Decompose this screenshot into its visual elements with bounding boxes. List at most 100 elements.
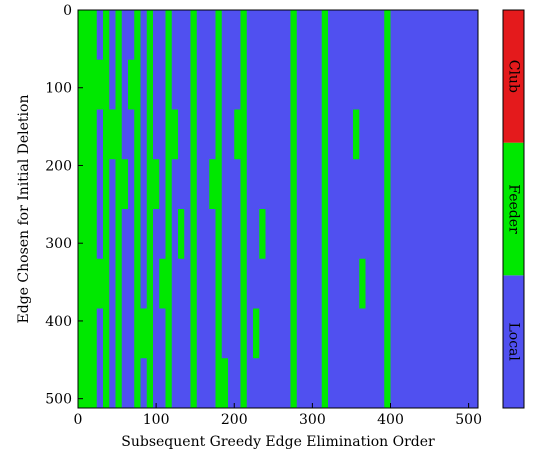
heatmap-cell — [296, 109, 304, 160]
colorbar-label: Local — [506, 322, 522, 361]
heatmap-cell — [465, 159, 473, 210]
heatmap-cell — [134, 159, 141, 210]
heatmap-cell — [84, 159, 91, 210]
heatmap-cell — [446, 59, 454, 110]
heatmap-cell — [415, 209, 423, 260]
heatmap-cell — [409, 258, 416, 309]
heatmap-cell — [328, 258, 335, 309]
heatmap-cell — [78, 109, 85, 160]
heatmap-cell — [384, 209, 391, 260]
heatmap-cell — [153, 258, 160, 309]
colorbar-label: Club — [506, 60, 522, 93]
heatmap-cell — [403, 258, 410, 309]
heatmap-cell — [171, 258, 179, 309]
heatmap-cell — [315, 209, 323, 260]
heatmap-cell — [184, 109, 191, 160]
heatmap-cell — [346, 258, 354, 309]
heatmap-cell — [78, 358, 85, 409]
heatmap-cell — [371, 209, 379, 260]
heatmap-cell — [303, 358, 310, 409]
heatmap-cell — [384, 308, 391, 359]
heatmap-cell — [284, 159, 291, 210]
heatmap-cell — [459, 209, 466, 260]
heatmap-cell — [309, 159, 316, 210]
heatmap-cell — [159, 59, 166, 110]
heatmap-cell — [440, 109, 448, 160]
heatmap-cell — [371, 258, 379, 309]
heatmap-cell — [184, 308, 191, 359]
heatmap-cell — [446, 358, 454, 409]
heatmap-cell — [209, 159, 216, 210]
heatmap-cell — [434, 59, 441, 110]
heatmap-cell — [128, 358, 135, 409]
heatmap-cell — [209, 109, 216, 160]
heatmap-cell — [453, 358, 460, 409]
heatmap-cell — [246, 358, 254, 409]
heatmap-cell — [465, 10, 473, 61]
heatmap-cell — [90, 209, 98, 260]
heatmap-cell — [171, 59, 179, 110]
heatmap-cell — [321, 209, 329, 260]
heatmap-cell — [209, 308, 216, 359]
heatmap-cell — [371, 358, 379, 409]
heatmap-cell — [409, 59, 416, 110]
heatmap-cell — [446, 109, 454, 160]
heatmap-cell — [96, 10, 104, 61]
heatmap-cell — [259, 10, 266, 61]
heatmap-cell — [296, 209, 304, 260]
heatmap-cell — [159, 109, 166, 160]
heatmap-cell — [109, 159, 116, 210]
heatmap-cell — [340, 159, 348, 210]
heatmap-cell — [334, 258, 341, 309]
heatmap-cell — [384, 109, 391, 160]
heatmap-cell — [434, 358, 441, 409]
heatmap-cell — [234, 109, 241, 160]
heatmap-cell — [446, 159, 454, 210]
heatmap-cell — [221, 308, 229, 359]
heatmap-cell — [234, 10, 241, 61]
heatmap-cell — [296, 159, 304, 210]
heatmap-cell — [453, 10, 460, 61]
heatmap-cell — [296, 358, 304, 409]
heatmap-cell — [221, 59, 229, 110]
heatmap-cell — [309, 10, 316, 61]
heatmap-cell — [328, 209, 335, 260]
heatmap-cell — [284, 258, 291, 309]
heatmap-cell — [253, 59, 260, 110]
heatmap-cell — [340, 258, 348, 309]
heatmap-cell — [321, 308, 329, 359]
heatmap-cell — [396, 109, 404, 160]
heatmap-cell — [103, 109, 110, 160]
heatmap-cell — [290, 10, 298, 61]
heatmap-cell — [228, 109, 235, 160]
heatmap-cell — [334, 358, 341, 409]
heatmap-cell — [190, 109, 198, 160]
heatmap-cell — [103, 10, 110, 61]
heatmap-cell — [153, 358, 160, 409]
heatmap-cell — [409, 358, 416, 409]
heatmap-cell — [303, 209, 310, 260]
heatmap-cell — [209, 358, 216, 409]
heatmap-cell — [321, 159, 329, 210]
heatmap-cell — [459, 258, 466, 309]
heatmap-cell — [115, 109, 123, 160]
heatmap-cell — [190, 10, 198, 61]
heatmap-cell — [453, 308, 460, 359]
heatmap-cell — [459, 308, 466, 359]
heatmap-cell — [253, 209, 260, 260]
heatmap-cell — [140, 258, 148, 309]
heatmap-cell — [365, 358, 373, 409]
heatmap-cell — [259, 159, 266, 210]
heatmap-cell — [303, 10, 310, 61]
heatmap-cell — [278, 209, 285, 260]
heatmap-cell — [428, 10, 435, 61]
heatmap-cell — [284, 308, 291, 359]
heatmap-cell — [246, 159, 254, 210]
heatmap-cell — [403, 10, 410, 61]
heatmap-cell — [303, 59, 310, 110]
heatmap-cell — [328, 109, 335, 160]
heatmap-cell — [215, 159, 223, 210]
heatmap-cell — [459, 159, 466, 210]
heatmap-cell — [90, 358, 98, 409]
heatmap-cell — [440, 358, 448, 409]
